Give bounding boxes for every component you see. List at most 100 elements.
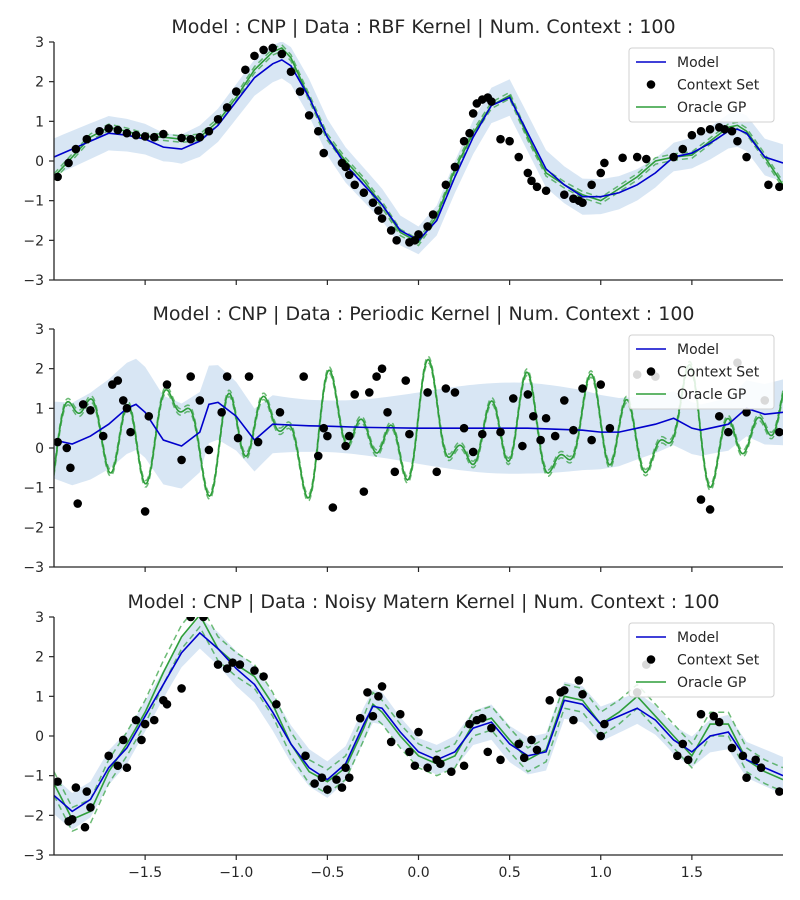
context-point — [140, 507, 150, 516]
context-point — [518, 441, 527, 451]
context-point — [364, 388, 374, 397]
context-point — [217, 408, 226, 417]
context-point — [410, 761, 420, 771]
context-point — [618, 153, 627, 163]
context-point — [244, 372, 254, 381]
context-point — [323, 431, 332, 441]
context-point — [578, 384, 587, 393]
context-point — [113, 761, 123, 771]
context-point — [275, 408, 285, 417]
context-point — [377, 364, 387, 373]
y-tick-label: 2 — [35, 362, 44, 378]
context-point — [277, 49, 287, 59]
context-point — [359, 188, 369, 198]
context-point — [775, 427, 783, 437]
context-point — [140, 719, 150, 729]
context-point — [131, 715, 141, 725]
context-point — [162, 699, 172, 709]
x-tick-label: 1.0 — [590, 865, 612, 881]
context-point — [250, 51, 259, 61]
context-point — [332, 775, 341, 784]
legend-label: Oracle GP — [677, 675, 746, 691]
y-tick-label: 0 — [35, 441, 44, 457]
y-tick-label: 2 — [35, 650, 44, 666]
y-tick-label: −2 — [23, 233, 44, 249]
context-point — [118, 396, 128, 405]
context-point — [350, 390, 360, 399]
context-point — [642, 154, 651, 164]
context-point — [669, 152, 678, 162]
context-point — [363, 688, 372, 697]
context-point — [162, 380, 172, 389]
y-tick-label: −1 — [23, 481, 44, 497]
context-point — [459, 423, 469, 433]
x-tick-label: −1.0 — [219, 865, 253, 881]
context-point — [705, 124, 715, 134]
context-point — [727, 126, 737, 136]
context-point — [569, 715, 578, 725]
context-point — [78, 400, 88, 409]
legend-marker-context — [646, 655, 656, 664]
context-point — [231, 87, 241, 96]
context-point — [459, 136, 469, 146]
context-point — [95, 126, 104, 136]
y-tick-label: −1 — [23, 769, 44, 785]
x-tick-label: 1.5 — [681, 865, 703, 881]
context-point — [587, 180, 596, 190]
context-point — [310, 779, 319, 788]
model-uncertainty-band — [54, 358, 783, 489]
context-point — [374, 692, 383, 701]
context-point — [496, 755, 505, 765]
context-point — [71, 144, 81, 154]
context-point — [459, 761, 469, 771]
context-point — [709, 711, 719, 721]
context-point — [319, 423, 329, 433]
context-point — [149, 132, 159, 142]
context-point — [368, 198, 378, 207]
context-point — [137, 735, 146, 745]
context-point — [122, 404, 132, 413]
context-point — [54, 172, 62, 182]
y-tick-label: −1 — [23, 194, 44, 210]
context-point — [508, 394, 518, 403]
context-point — [541, 413, 551, 423]
x-tick-label: −0.5 — [310, 865, 344, 881]
legend-box — [628, 47, 775, 123]
context-point — [432, 467, 442, 477]
context-point — [199, 617, 208, 622]
chart-title: Model : CNP | Data : Periodic Kernel | N… — [153, 303, 695, 325]
legend-box — [628, 334, 775, 410]
context-point — [487, 723, 496, 733]
y-tick-label: 0 — [35, 729, 44, 745]
panel-1: −3 −2 −1 0 1 2 3 Model : CNP | Data : RBF Kerne… — [23, 16, 783, 289]
context-point — [423, 763, 432, 773]
context-point — [720, 124, 729, 134]
context-point — [372, 372, 381, 381]
y-tick-label: 1 — [35, 114, 44, 130]
y-tick-label: −3 — [23, 273, 44, 289]
context-point — [233, 433, 243, 443]
context-point — [441, 180, 451, 190]
context-point — [222, 103, 232, 112]
context-point — [122, 128, 132, 138]
context-point — [337, 783, 347, 792]
context-point — [355, 713, 365, 723]
oracle-gp-line — [54, 358, 783, 499]
context-point — [529, 411, 538, 421]
context-point — [272, 699, 281, 709]
context-point — [696, 495, 706, 504]
context-point — [71, 783, 81, 792]
context-point — [304, 111, 314, 120]
oracle-gp-bound-lower — [54, 625, 783, 833]
legend-label: Context Set — [677, 78, 760, 94]
plot-area — [54, 617, 783, 833]
context-point — [213, 115, 223, 124]
context-point — [450, 388, 460, 397]
plot-area — [54, 42, 783, 255]
context-point — [775, 182, 783, 192]
context-point — [496, 427, 505, 437]
context-point — [386, 737, 396, 747]
y-tick-label: 3 — [35, 322, 44, 338]
context-point — [532, 745, 542, 755]
